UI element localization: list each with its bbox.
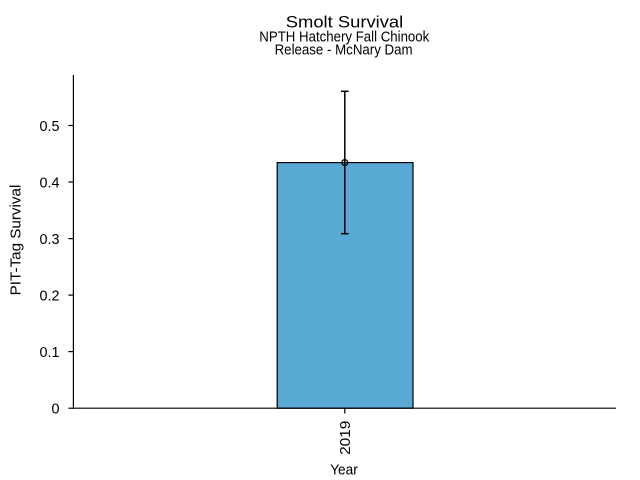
- svg-text:0.1: 0.1: [39, 345, 59, 361]
- svg-text:Smolt Survival: Smolt Survival: [286, 12, 404, 31]
- svg-text:PIT-Tag Survival: PIT-Tag Survival: [8, 185, 24, 296]
- svg-text:0.5: 0.5: [39, 119, 59, 135]
- svg-text:NPTH Hatchery Fall Chinook: NPTH Hatchery Fall Chinook: [259, 30, 430, 46]
- svg-text:Year: Year: [330, 463, 358, 479]
- svg-text:0.3: 0.3: [39, 232, 59, 248]
- svg-text:2019: 2019: [338, 421, 354, 455]
- svg-text:0: 0: [51, 402, 59, 418]
- svg-text:0.2: 0.2: [39, 289, 59, 305]
- svg-text:Release - McNary Dam: Release - McNary Dam: [275, 43, 413, 59]
- svg-text:0.4: 0.4: [39, 176, 59, 192]
